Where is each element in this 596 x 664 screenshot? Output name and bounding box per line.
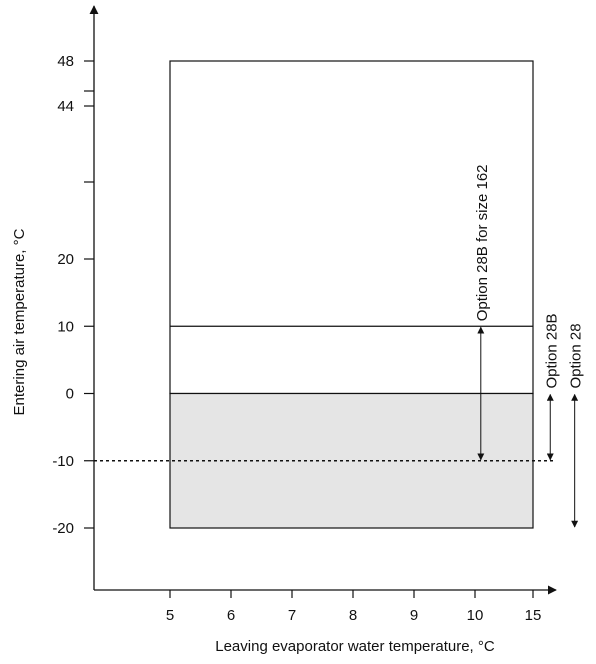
ticks-layer: 48 44 20 10 0 -10 -20 5 6 7 8 9 10 15 xyxy=(52,53,541,624)
x-tick-label-4: 9 xyxy=(410,607,418,624)
y-tick-label-3: 10 xyxy=(57,318,74,335)
region-0 xyxy=(169,60,534,395)
annotation-label-1: Option 28B xyxy=(543,313,560,388)
regions-layer xyxy=(169,60,534,529)
y-tick-label-6: -20 xyxy=(52,520,74,537)
x-tick-label-6: 15 xyxy=(525,607,542,624)
axes xyxy=(89,5,557,595)
annotation-label-0: Option 28B for size 162 xyxy=(474,164,491,321)
x-axis-title: Leaving evaporator water temperature, °C xyxy=(215,638,495,655)
x-tick-label-2: 7 xyxy=(288,607,296,624)
y-tick-label-5: -10 xyxy=(52,453,74,470)
annotation-label-2: Option 28 xyxy=(568,323,585,388)
y-tick-label-2: 20 xyxy=(57,251,74,268)
annotations-layer: Option 28B for size 162 Option 28B Option … xyxy=(474,164,585,528)
x-tick-label-5: 10 xyxy=(467,607,484,624)
x-tick-label-1: 6 xyxy=(227,607,235,624)
lines-layer xyxy=(94,325,556,462)
x-tick-label-3: 8 xyxy=(349,607,357,624)
y-axis-title: Entering air temperature, °C xyxy=(11,228,28,415)
x-tick-label-0: 5 xyxy=(166,607,174,624)
y-tick-label-0: 48 xyxy=(57,53,74,70)
y-tick-label-1: 44 xyxy=(57,98,74,115)
y-tick-label-4: 0 xyxy=(66,386,74,403)
